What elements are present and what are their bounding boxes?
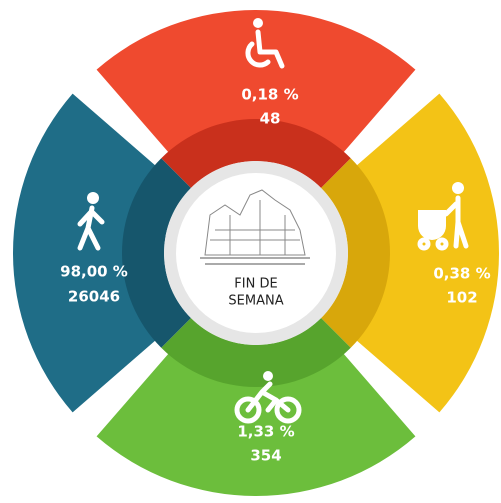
wheelchair-icon: [245, 18, 285, 69]
segment-inner: [321, 158, 390, 348]
center-label: FIN DE: [234, 277, 277, 292]
percent-label: 0,38 %: [433, 265, 490, 283]
pedestrian-icon: [77, 192, 105, 251]
count-label: 48: [260, 110, 281, 128]
sketch: [200, 189, 310, 265]
center-circle: [176, 173, 336, 333]
segment-inner: [161, 118, 351, 188]
stroller-icon: [417, 182, 469, 251]
percent-label: 98,00 %: [60, 263, 128, 281]
sectors: [13, 10, 499, 496]
percent-label: 0,18 %: [241, 86, 298, 104]
segment: [96, 10, 416, 172]
segment-inner: [161, 318, 351, 388]
segment: [13, 93, 175, 413]
segment: [337, 93, 499, 413]
segment-inner: [122, 158, 191, 348]
count-label: 102: [446, 289, 477, 307]
bicycle-icon: [234, 371, 302, 424]
count-label: 26046: [68, 288, 120, 306]
percent-label: 1,33 %: [237, 423, 294, 441]
center-label: SEMANA: [228, 294, 283, 309]
count-label: 354: [250, 447, 281, 465]
